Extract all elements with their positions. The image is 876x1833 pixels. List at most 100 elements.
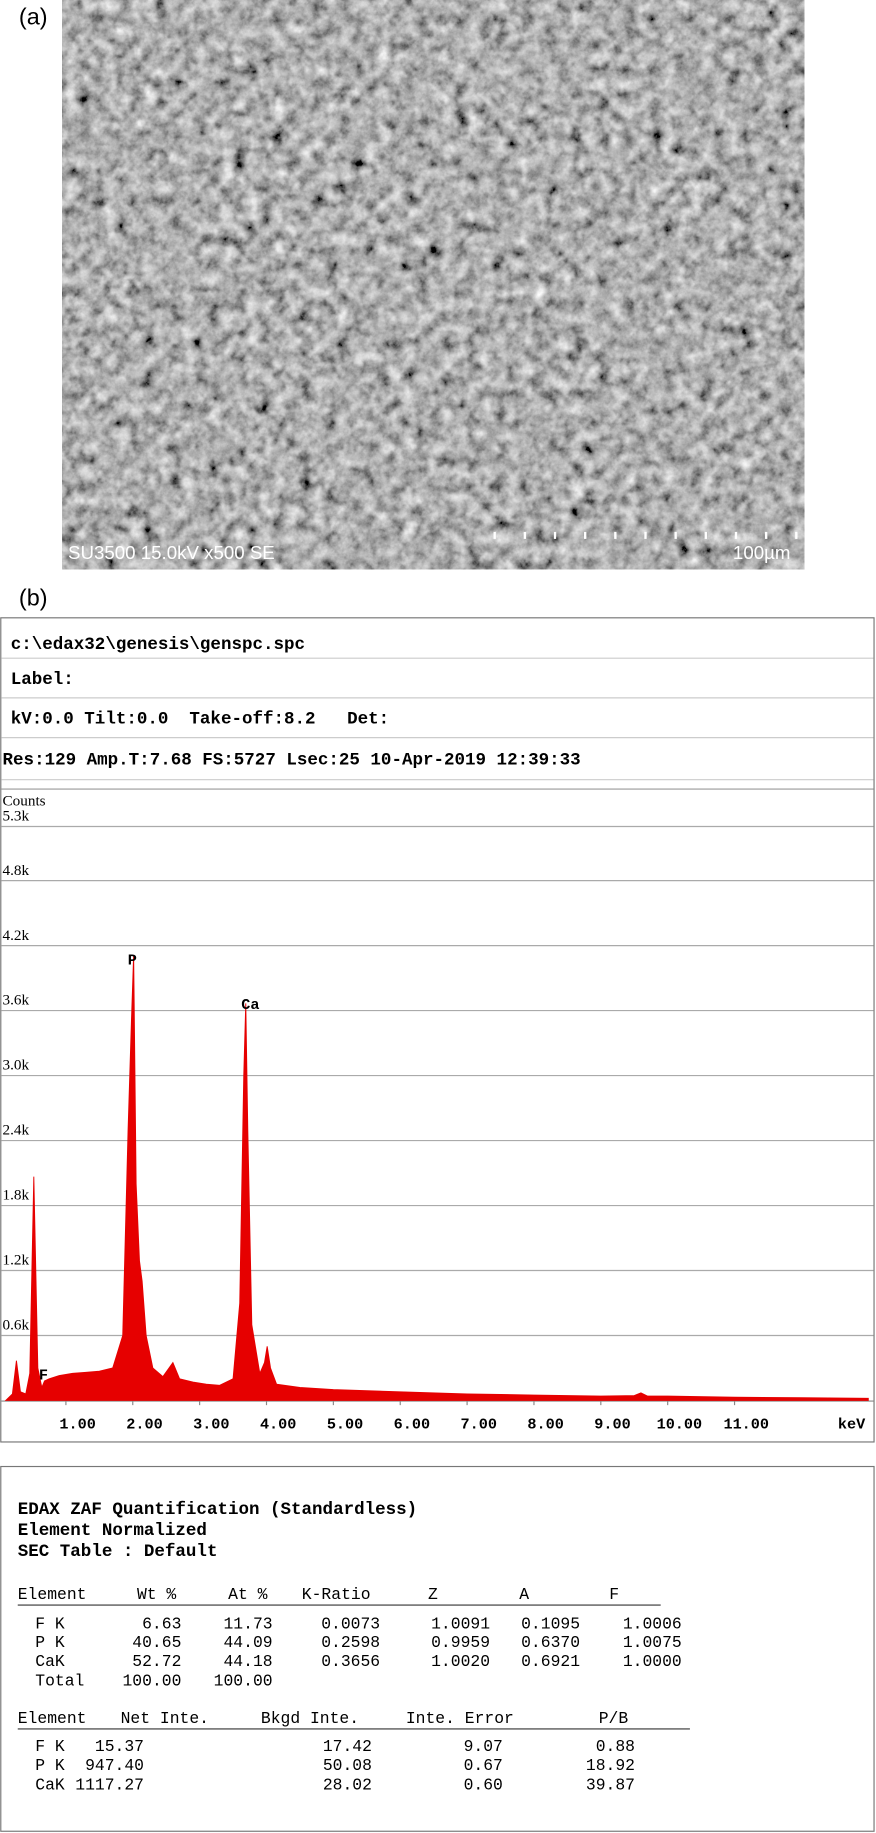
- column-header: Z: [428, 1585, 438, 1604]
- row-label: F K: [35, 1737, 65, 1756]
- x-tick-label: 7.00: [461, 1416, 497, 1434]
- cell: 0.60: [464, 1776, 503, 1795]
- quant-title: EDAX ZAF Quantification (Standardless): [18, 1500, 417, 1520]
- y-tick-label: 4.2k: [3, 927, 30, 944]
- scale-bar: [493, 531, 798, 539]
- cell: 39.87: [586, 1776, 635, 1795]
- scale-tick: [584, 531, 587, 539]
- cell: 1.0000: [623, 1652, 682, 1671]
- cell: 1.0020: [431, 1652, 490, 1671]
- cell: 6.63: [142, 1614, 181, 1633]
- column-header: Bkgd Inte.: [261, 1709, 359, 1728]
- y-axis-title: Counts: [3, 792, 46, 809]
- column-header: F: [609, 1585, 619, 1604]
- cell: 40.65: [132, 1633, 181, 1652]
- table-frame: [0, 1465, 875, 1832]
- row-label: Total: [35, 1672, 84, 1691]
- scale-tick: [764, 531, 768, 539]
- quant-title: SEC Table : Default: [18, 1542, 218, 1562]
- scale-tick: [493, 531, 496, 539]
- scale-tick: [795, 531, 798, 539]
- spectrum-frame: [0, 617, 875, 1443]
- row-label: F K: [35, 1614, 65, 1633]
- x-tick-label: 3.00: [193, 1416, 229, 1434]
- y-tick-label: 5.3k: [3, 808, 30, 825]
- column-header: P/B: [599, 1709, 629, 1728]
- x-tick-label: 1.00: [59, 1416, 95, 1434]
- x-tick-label: 5.00: [327, 1416, 363, 1434]
- cell: 947.40: [85, 1756, 144, 1775]
- scale-tick: [553, 531, 557, 539]
- cell: 0.1095: [521, 1614, 580, 1633]
- spectrum-area: [4, 955, 869, 1401]
- column-header: Wt %: [137, 1585, 176, 1604]
- cell: 0.6370: [521, 1633, 580, 1652]
- cell: 0.3656: [321, 1652, 380, 1671]
- cell: 0.0073: [321, 1614, 380, 1633]
- cell: 0.6921: [521, 1652, 580, 1671]
- x-tick-label: 6.00: [394, 1416, 430, 1434]
- row-label: P K: [35, 1633, 65, 1652]
- row-label: CaK: [35, 1776, 65, 1795]
- row-label: P K: [35, 1756, 65, 1775]
- cell: 0.88: [596, 1737, 635, 1756]
- cell: 44.18: [223, 1652, 272, 1671]
- column-header: Element: [18, 1585, 87, 1604]
- cell: 100.00: [122, 1672, 181, 1691]
- cell: 1117.27: [75, 1776, 144, 1795]
- column-header: A: [519, 1585, 529, 1604]
- y-tick-label: 4.8k: [3, 862, 30, 879]
- header-line: c:\edax32\genesis\genspc.spc: [11, 635, 305, 655]
- cell: 0.9959: [431, 1633, 490, 1652]
- scale-tick: [704, 531, 707, 539]
- y-tick-label: 1.8k: [3, 1187, 30, 1204]
- image-caption: SU3500 15.0kV x500 SE: [68, 542, 275, 563]
- cell: 1.0006: [623, 1614, 682, 1633]
- panel-label: (a): [19, 4, 48, 30]
- peak-label: Ca: [241, 996, 259, 1014]
- cell: 100.00: [214, 1672, 273, 1691]
- cell: 52.72: [132, 1652, 181, 1671]
- header-line: kV:0.0 Tilt:0.0 Take-off:8.2 Det:: [11, 710, 389, 730]
- sem-texture: [62, 0, 805, 570]
- column-header: K-Ratio: [302, 1585, 371, 1604]
- cell: 1.0075: [623, 1633, 682, 1652]
- header-line: Label:: [11, 670, 74, 690]
- scale-tick: [674, 531, 677, 539]
- column-header: At %: [228, 1585, 267, 1604]
- cell: 9.07: [464, 1737, 503, 1756]
- scale-tick: [734, 531, 738, 539]
- y-tick-label: 1.2k: [3, 1252, 30, 1269]
- y-tick-label: 3.6k: [3, 992, 30, 1009]
- y-tick-label: 3.0k: [3, 1057, 30, 1074]
- y-tick-label: 0.6k: [3, 1317, 30, 1334]
- peak-label: P: [128, 951, 137, 969]
- y-tick-label: 2.4k: [3, 1122, 30, 1139]
- header-rules: [1, 657, 874, 790]
- x-tick-label: 9.00: [594, 1416, 630, 1434]
- x-tick-label: 10.00: [657, 1416, 703, 1434]
- scale-tick: [523, 531, 527, 539]
- cell: 11.73: [223, 1614, 272, 1633]
- x-tick-label: 4.00: [260, 1416, 296, 1434]
- column-header: Inte. Error: [406, 1709, 514, 1728]
- cell: 0.67: [464, 1756, 503, 1775]
- cell: 15.37: [95, 1737, 144, 1756]
- quant-title: Element Normalized: [18, 1521, 207, 1541]
- x-tick-label: 8.00: [527, 1416, 563, 1434]
- plot: 0.6k 1.2k 1.8k 2.4k 3.0k 3.6k 4.2k 4.8k 5.3k 1.00…: [1, 808, 874, 1434]
- quantification: EDAX ZAF Quantification (Standardless)El…: [17, 1500, 690, 1795]
- cell: 1.0091: [431, 1614, 490, 1633]
- peak-label: F: [39, 1366, 48, 1384]
- scale-tick: [644, 531, 647, 539]
- x-tick-label: 2.00: [126, 1416, 162, 1434]
- panel-label: (b): [19, 585, 48, 611]
- x-tick-label: 11.00: [723, 1416, 769, 1434]
- cell: 18.92: [586, 1756, 635, 1775]
- row-label: CaK: [35, 1652, 65, 1671]
- cell: 44.09: [223, 1633, 272, 1652]
- column-header: Net Inte.: [121, 1709, 209, 1728]
- header-line: Res:129 Amp.T:7.68 FS:5727 Lsec:25 10-Ap…: [3, 751, 581, 771]
